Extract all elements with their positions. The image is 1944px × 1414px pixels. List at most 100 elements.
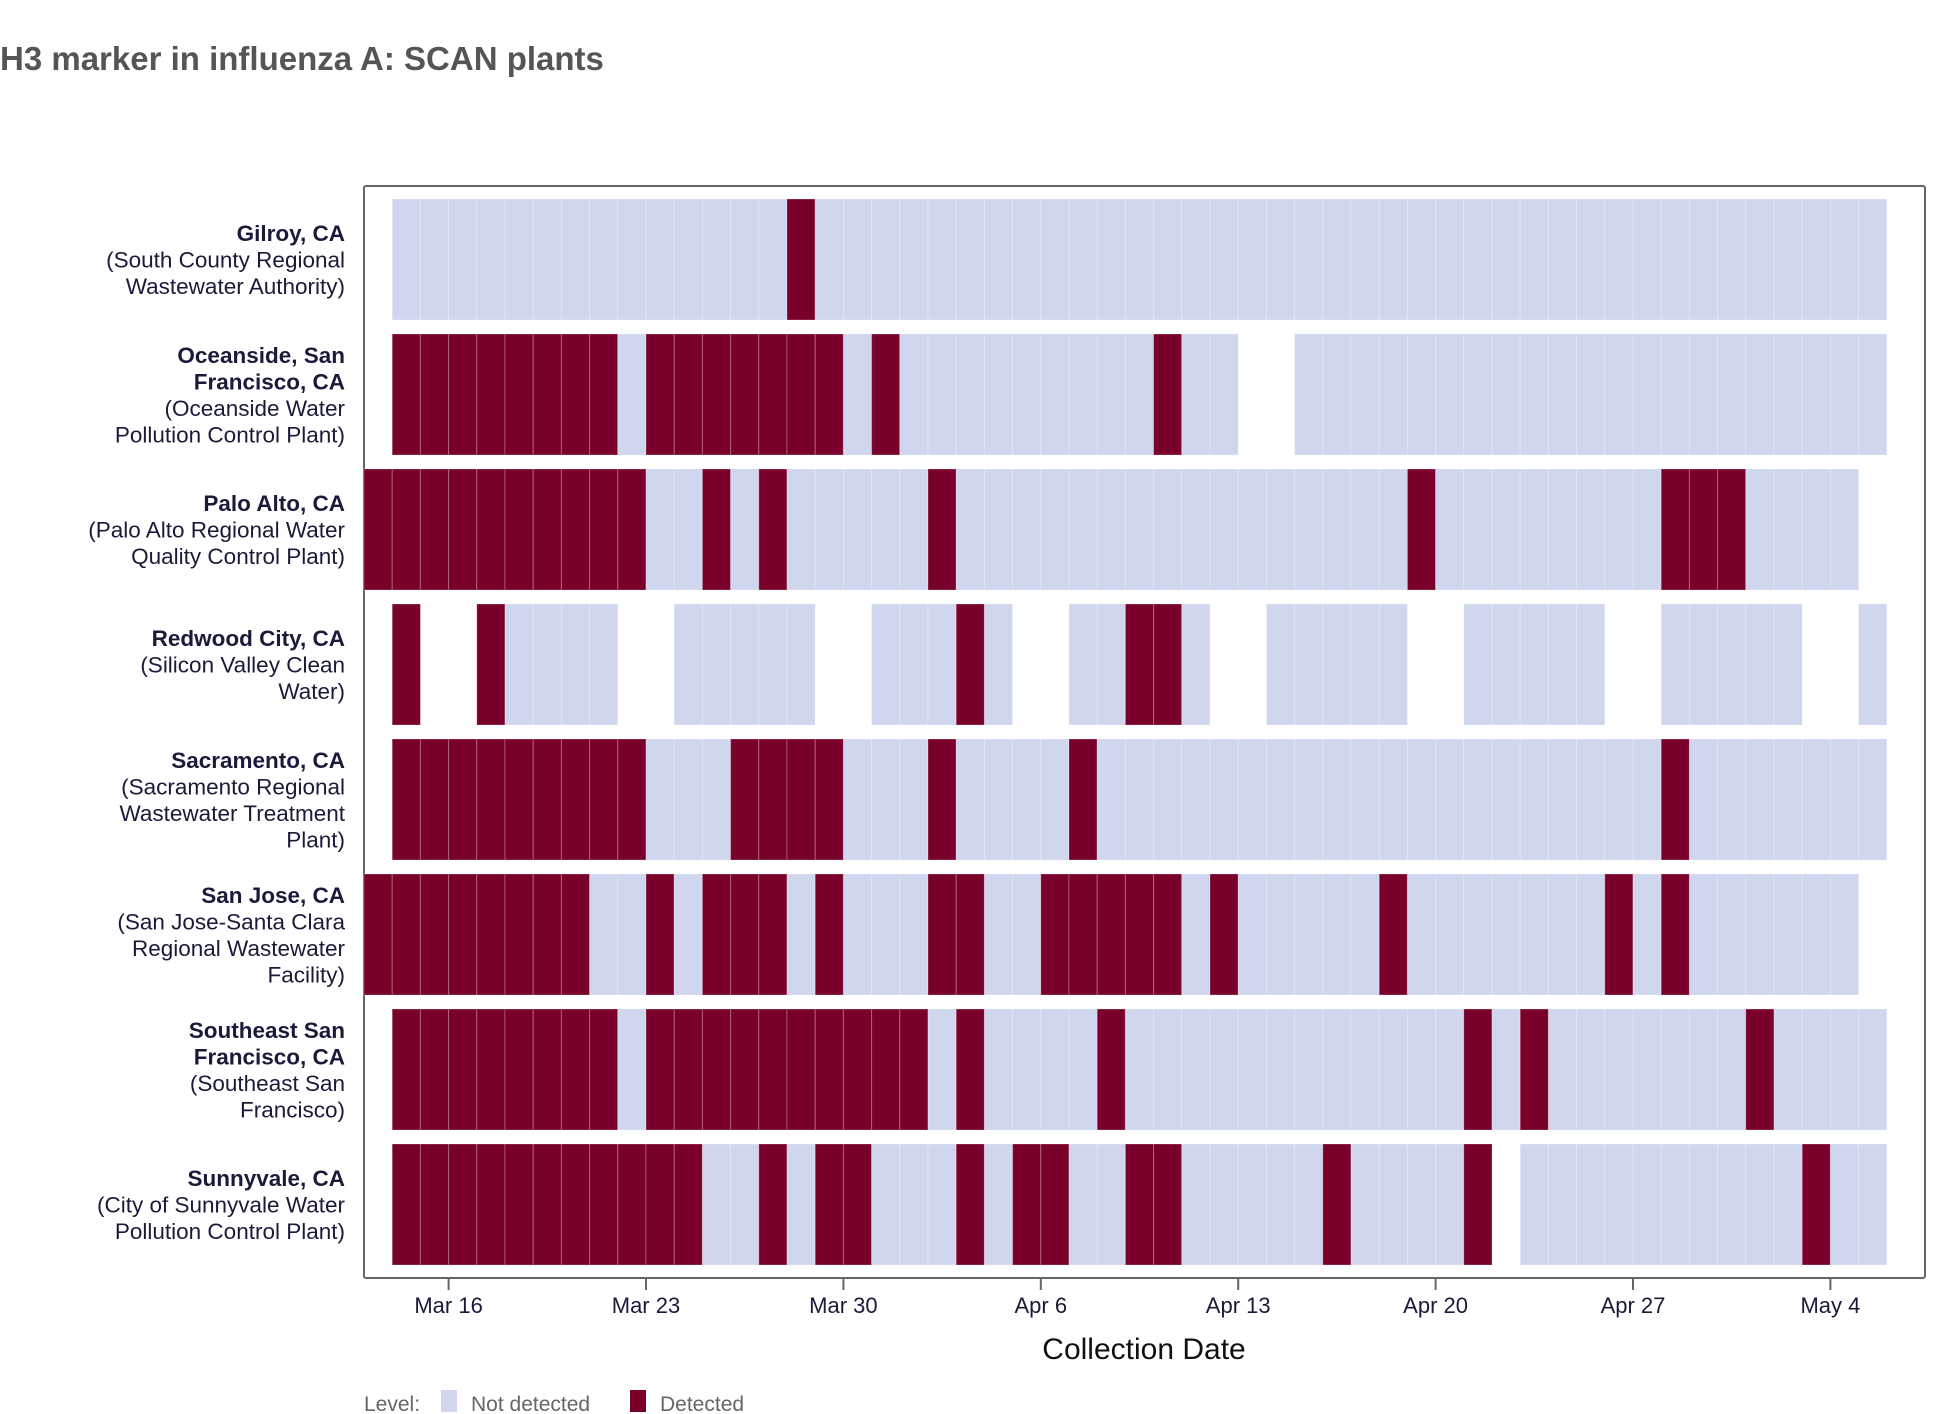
tile-not-detected (1209, 738, 1239, 861)
tile-not-detected (1124, 198, 1155, 321)
row-label-name: Redwood City, CA (152, 626, 345, 651)
tile-not-detected (1181, 1143, 1211, 1266)
tile-not-detected (1858, 1143, 1888, 1266)
tile-not-detected (871, 603, 901, 726)
tile-not-detected (1717, 873, 1747, 996)
tile-detected (758, 1008, 788, 1131)
tile-not-detected (1068, 1008, 1098, 1131)
tile-not-detected (1265, 1143, 1296, 1266)
tile-not-detected (758, 198, 788, 321)
tile-not-detected (1547, 333, 1578, 456)
tile-not-detected (955, 468, 985, 591)
tile-detected (532, 1008, 562, 1131)
tile-not-detected (871, 873, 901, 996)
tile-not-detected (1378, 1143, 1408, 1266)
tile-not-detected (1040, 738, 1070, 861)
tile-detected (786, 333, 816, 456)
tile-not-detected (786, 468, 816, 591)
tile-not-detected (1773, 1143, 1803, 1266)
tile-not-detected (617, 198, 647, 321)
tile-not-detected (1773, 603, 1803, 726)
tile-not-detected (419, 198, 450, 321)
tile-not-detected (871, 738, 901, 861)
row-label-facility: Wastewater Authority) (126, 274, 345, 299)
tile-not-detected (701, 603, 732, 726)
tile-not-detected (1012, 738, 1042, 861)
tile-detected (1012, 1143, 1042, 1266)
tile-not-detected (1040, 468, 1070, 591)
tile-not-detected (1604, 738, 1634, 861)
tile-detected (1688, 468, 1719, 591)
tile-not-detected (560, 603, 591, 726)
tile-not-detected (617, 1008, 647, 1131)
tile-not-detected (983, 873, 1014, 996)
tile-not-detected (730, 603, 760, 726)
tile-not-detected (1322, 198, 1352, 321)
tile-not-detected (1604, 1143, 1634, 1266)
tile-detected (786, 198, 816, 321)
tile-not-detected (589, 873, 619, 996)
tile-not-detected (1096, 198, 1126, 321)
tile-not-detected (1237, 198, 1267, 321)
tile-not-detected (1378, 198, 1408, 321)
tile-detected (899, 1008, 929, 1131)
tile-detected (786, 738, 816, 861)
tile-detected (476, 603, 506, 726)
tile-not-detected (842, 873, 873, 996)
tile-not-detected (1040, 333, 1070, 456)
tile-detected (871, 333, 901, 456)
tile-not-detected (1322, 1008, 1352, 1131)
tile-not-detected (1688, 603, 1719, 726)
tile-not-detected (786, 603, 816, 726)
tile-not-detected (1209, 198, 1239, 321)
chart-title: H3 marker in influenza A: SCAN plants (0, 40, 604, 77)
tile-not-detected (1435, 1143, 1465, 1266)
tile-not-detected (1209, 1143, 1239, 1266)
tile-not-detected (589, 198, 619, 321)
tile-not-detected (1378, 333, 1408, 456)
tile-not-detected (1237, 873, 1267, 996)
tile-detected (1124, 603, 1155, 726)
tile-not-detected (1576, 873, 1606, 996)
row-label-facility: Pollution Control Plant) (115, 422, 345, 447)
tile-not-detected (1350, 738, 1380, 861)
tile-not-detected (1829, 873, 1860, 996)
tile-not-detected (1237, 468, 1267, 591)
tile-detected (701, 468, 732, 591)
tile-not-detected (1745, 198, 1775, 321)
tile-not-detected (1294, 603, 1324, 726)
tile-not-detected (1181, 333, 1211, 456)
tile-not-detected (1660, 603, 1690, 726)
tile-not-detected (983, 198, 1014, 321)
tile-not-detected (1068, 198, 1098, 321)
tile-not-detected (1604, 333, 1634, 456)
tile-detected (589, 1143, 619, 1266)
tile-not-detected (1801, 198, 1831, 321)
tile-not-detected (1463, 333, 1493, 456)
tile-not-detected (899, 1143, 929, 1266)
tile-detected (730, 873, 760, 996)
tile-not-detected (645, 468, 675, 591)
row-label-facility: Wastewater Treatment (120, 801, 346, 826)
tile-not-detected (1547, 468, 1578, 591)
tile-detected (758, 333, 788, 456)
tile-not-detected (1858, 333, 1888, 456)
tile-not-detected (701, 198, 732, 321)
tile-detected (391, 873, 421, 996)
tile-detected (617, 468, 647, 591)
tile-not-detected (1576, 603, 1606, 726)
x-tick-label: Apr 6 (1015, 1293, 1068, 1318)
tile-detected (504, 333, 534, 456)
tile-detected (391, 333, 421, 456)
tile-detected (1378, 873, 1408, 996)
tile-not-detected (504, 198, 534, 321)
tile-not-detected (899, 333, 929, 456)
tile-not-detected (955, 333, 985, 456)
tile-detected (391, 603, 421, 726)
tile-detected (645, 1143, 675, 1266)
tile-not-detected (1773, 873, 1803, 996)
tile-detected (504, 468, 534, 591)
row-label-facility: (Southeast San (190, 1071, 345, 1096)
tile-not-detected (1491, 333, 1521, 456)
